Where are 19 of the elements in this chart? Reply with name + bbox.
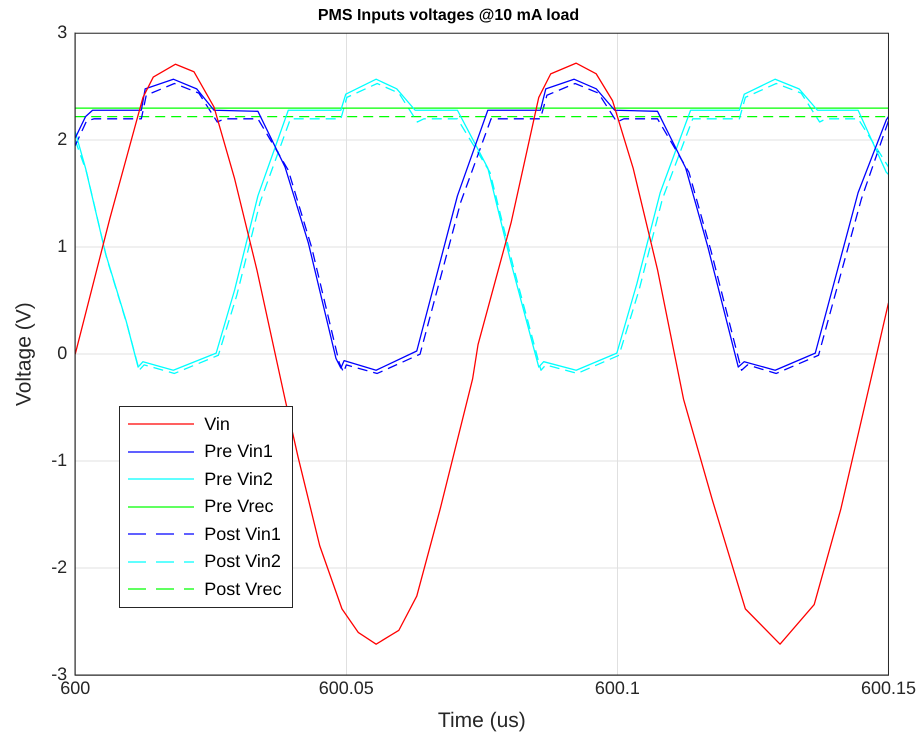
legend-label: Pre Vin1 [204,440,273,464]
y-axis-title: Voltage (V) [12,302,36,406]
y-tick-label: -1 [51,450,68,470]
y-tick-label: 1 [57,236,68,256]
y-tick-label: 2 [57,129,68,150]
chart-title: PMS Inputs voltages @10 mA load [318,7,580,24]
legend-label: Post Vin1 [204,522,281,546]
x-axis-title: Time (us) [438,709,526,732]
x-tick-label: 600.05 [318,678,374,698]
x-tick-label: 600.1 [594,678,640,698]
legend-label: Post Vin2 [204,550,281,574]
legend-label: Pre Vrec [204,495,274,518]
y-tick-label: 3 [57,22,68,42]
y-tick-label: 0 [57,343,68,364]
legend-label: Pre Vin2 [204,468,273,491]
legend-label: Post Vrec [204,578,282,601]
x-tick-label: 600.15 [860,678,916,698]
y-tick-label: -2 [51,557,68,578]
legend-label: Vin [204,412,230,436]
